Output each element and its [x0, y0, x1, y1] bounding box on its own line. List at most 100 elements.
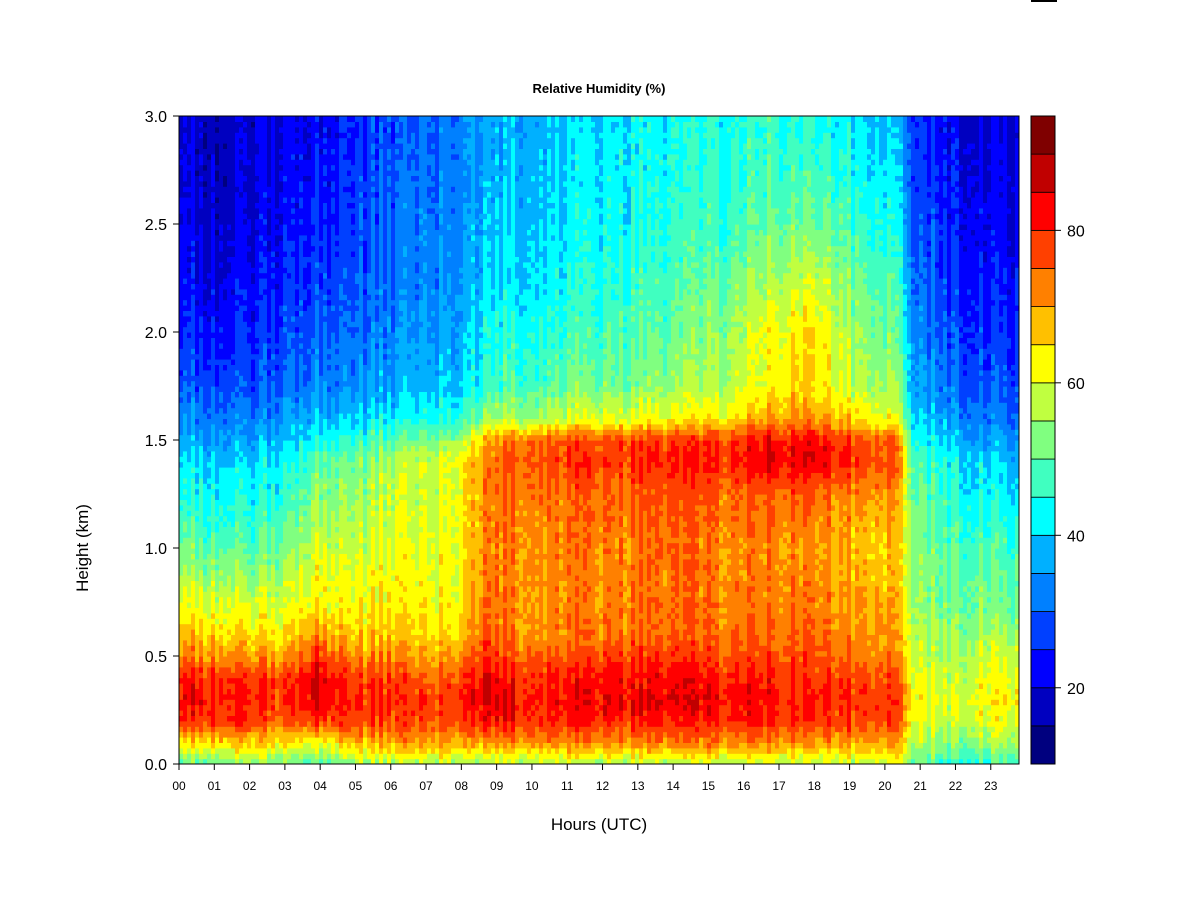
- heatmap-cell: [191, 256, 196, 263]
- heatmap-cell: [327, 591, 332, 598]
- heatmap-cell: [295, 666, 300, 673]
- heatmap-cell: [211, 521, 216, 527]
- heatmap-cell: [303, 326, 308, 333]
- heatmap-cell: [259, 580, 264, 587]
- heatmap-cell: [195, 450, 200, 457]
- heatmap-cell: [199, 650, 204, 657]
- heatmap-cell: [279, 645, 284, 652]
- heatmap-cell: [315, 758, 320, 764]
- heatmap-cell: [311, 510, 316, 517]
- heatmap-cell: [323, 472, 328, 479]
- heatmap-cell: [243, 364, 248, 371]
- heatmap-cell: [239, 693, 244, 700]
- heatmap-cell: [275, 348, 280, 355]
- heatmap-cell: [231, 143, 236, 149]
- heatmap-cell: [219, 607, 224, 614]
- heatmap-cell: [247, 159, 252, 166]
- heatmap-cell: [339, 429, 344, 436]
- heatmap-cell: [179, 456, 184, 463]
- heatmap-cell: [271, 445, 276, 452]
- heatmap-cell: [263, 126, 268, 133]
- heatmap-cell: [251, 413, 256, 419]
- heatmap-cell: [339, 591, 344, 598]
- heatmap-cell: [255, 591, 260, 598]
- heatmap-cell: [227, 688, 232, 695]
- heatmap-cell: [195, 467, 200, 473]
- heatmap-cell: [323, 558, 328, 565]
- heatmap-cell: [303, 283, 308, 290]
- heatmap-cell: [283, 483, 288, 490]
- heatmap-cell: [227, 288, 232, 295]
- heatmap-cell: [275, 288, 280, 295]
- heatmap-cell: [203, 180, 208, 187]
- heatmap-cell: [231, 299, 236, 306]
- heatmap-cell: [263, 656, 268, 662]
- heatmap-cell: [295, 467, 300, 473]
- heatmap-cell: [263, 434, 268, 441]
- heatmap-cell: [315, 645, 320, 652]
- heatmap-cell: [315, 693, 320, 700]
- heatmap-cell: [179, 531, 184, 538]
- heatmap-cell: [207, 283, 212, 290]
- heatmap-cell: [319, 299, 324, 306]
- heatmap-cell: [243, 477, 248, 484]
- heatmap-cell: [183, 283, 188, 290]
- heatmap-cell: [259, 121, 264, 128]
- heatmap-cell: [179, 450, 184, 457]
- heatmap-cell: [219, 645, 224, 652]
- heatmap-cell: [207, 618, 212, 625]
- heatmap-cell: [307, 315, 312, 322]
- heatmap-cell: [319, 758, 324, 764]
- heatmap-cell: [231, 137, 236, 144]
- heatmap-cell: [287, 531, 292, 538]
- heatmap-cell: [271, 666, 276, 673]
- heatmap-cell: [275, 521, 280, 527]
- heatmap-cell: [219, 407, 224, 414]
- heatmap-cell: [203, 121, 208, 128]
- heatmap-cell: [203, 143, 208, 149]
- heatmap-cell: [307, 234, 312, 241]
- heatmap-cell: [259, 623, 264, 630]
- heatmap-cell: [307, 710, 312, 716]
- heatmap-cell: [263, 596, 268, 603]
- heatmap-cell: [283, 434, 288, 441]
- heatmap-cell: [251, 515, 256, 522]
- heatmap-cell: [207, 207, 212, 214]
- heatmap-cell: [335, 510, 340, 517]
- heatmap-cell: [247, 742, 252, 749]
- heatmap-cell: [271, 143, 276, 149]
- heatmap-cell: [179, 591, 184, 598]
- heatmap-cell: [267, 261, 272, 268]
- heatmap-cell: [275, 726, 280, 733]
- heatmap-cell: [231, 251, 236, 257]
- heatmap-cell: [299, 315, 304, 322]
- heatmap-cell: [331, 618, 336, 625]
- heatmap-cell: [203, 234, 208, 241]
- heatmap-cell: [295, 683, 300, 689]
- heatmap-cell: [291, 305, 296, 311]
- heatmap-cell: [295, 353, 300, 360]
- heatmap-cell: [335, 251, 340, 257]
- heatmap-cell: [315, 747, 320, 754]
- heatmap-cell: [299, 407, 304, 414]
- heatmap-cell: [299, 683, 304, 689]
- heatmap-cell: [271, 639, 276, 646]
- heatmap-cell: [307, 272, 312, 279]
- heatmap-cell: [259, 348, 264, 355]
- heatmap-cell: [183, 191, 188, 198]
- heatmap-cell: [207, 710, 212, 716]
- heatmap-cell: [203, 483, 208, 490]
- heatmap-cell: [327, 229, 332, 236]
- heatmap-cell: [195, 607, 200, 614]
- heatmap-cell: [247, 596, 252, 603]
- heatmap-cell: [243, 272, 248, 279]
- heatmap-cell: [219, 283, 224, 290]
- heatmap-cell: [247, 310, 252, 317]
- heatmap-cell: [315, 391, 320, 398]
- heatmap-cell: [259, 434, 264, 441]
- heatmap-cell: [219, 240, 224, 247]
- heatmap-cell: [211, 396, 216, 403]
- heatmap-cell: [271, 499, 276, 506]
- heatmap-cell: [227, 607, 232, 614]
- heatmap-cell: [247, 251, 252, 257]
